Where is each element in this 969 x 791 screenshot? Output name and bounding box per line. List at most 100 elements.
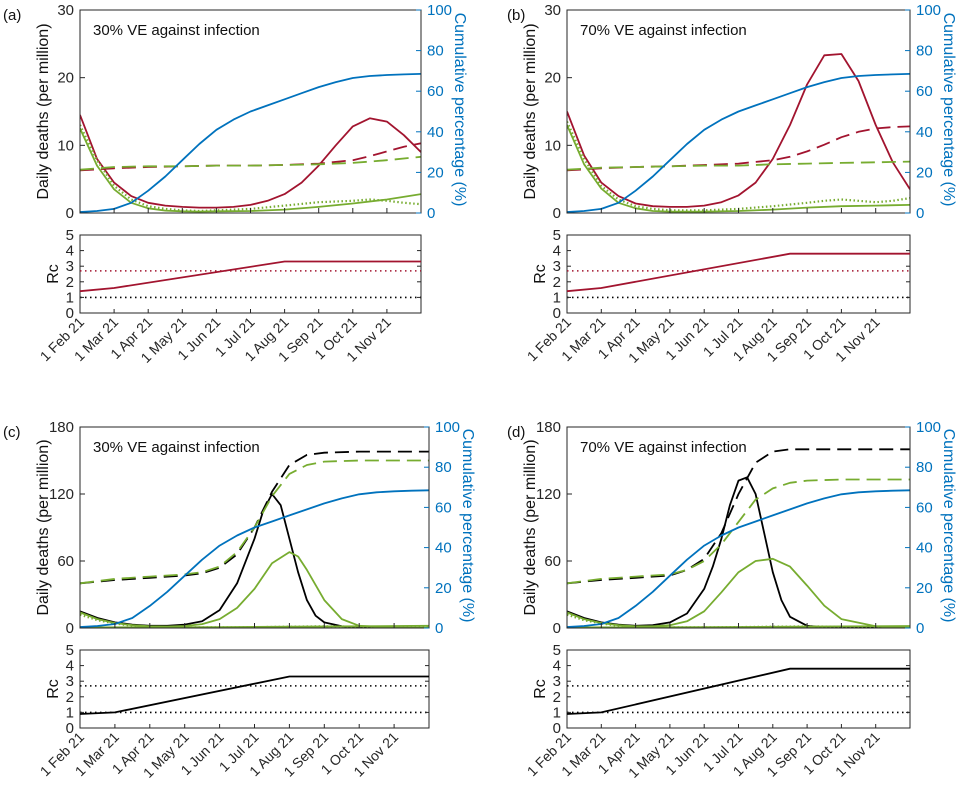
y-tick-label: 30: [544, 2, 561, 19]
rc-y-tick-label: 2: [553, 274, 561, 291]
rc-line: [79, 260, 421, 293]
rc-y-tick-label: 1: [553, 289, 561, 306]
panel-title: 70% VE against infection: [580, 439, 747, 456]
rc-axis-label: Rc: [532, 679, 549, 699]
y-tick-label: 10: [57, 137, 74, 154]
series-group: [80, 73, 421, 213]
rc-y-tick-label: 3: [66, 673, 74, 690]
y-tick-label: 20: [57, 70, 74, 87]
y-tick-label: 120: [49, 486, 74, 503]
y2-tick-label: 100: [916, 419, 941, 436]
y2-tick-label: 60: [427, 83, 444, 100]
rc-y-tick-label: 0: [553, 720, 561, 737]
y-axis-label: Daily deaths (per million): [35, 23, 52, 199]
rc-y-tick-label: 1: [66, 704, 74, 721]
series-line-red-solid: [80, 114, 421, 209]
rc-y-tick-label: 4: [66, 658, 74, 675]
series-line-green-dashed: [567, 160, 910, 171]
panel-label: (a): [3, 7, 21, 24]
series-line-blue-solid: [567, 489, 910, 628]
y2-tick-label: 80: [916, 459, 933, 476]
series-line-green-dotted: [80, 124, 421, 213]
y2-tick-label: 0: [916, 620, 924, 637]
y2-tick-label: 40: [435, 540, 452, 557]
y-tick-label: 180: [49, 419, 74, 436]
rc-frame: [79, 234, 422, 314]
rc-line: [566, 252, 910, 293]
rc-y-tick-label: 4: [553, 658, 561, 675]
y2-axis-label: Cumulative percentage (%): [459, 429, 476, 623]
rc-y-tick-label: 3: [66, 258, 74, 275]
rc-axis-label: Rc: [45, 264, 62, 284]
y2-tick-label: 20: [427, 164, 444, 181]
y2-tick-label: 80: [435, 459, 452, 476]
y-tick-label: 10: [544, 137, 561, 154]
y-tick-label: 180: [536, 419, 561, 436]
y2-tick-label: 0: [916, 205, 924, 222]
y-tick-label: 30: [57, 2, 74, 19]
series-line-blue-solid: [80, 73, 421, 213]
panel-label: (c): [3, 424, 21, 441]
rc-y-tick-label: 3: [553, 258, 561, 275]
y2-tick-label: 100: [916, 2, 941, 19]
series-line-green-dashed: [80, 459, 429, 585]
series-line-blue-solid: [567, 73, 910, 213]
series-line-black-solid: [80, 493, 429, 628]
panel-title: 30% VE against infection: [93, 439, 260, 456]
y2-axis-label: Cumulative percentage (%): [940, 429, 957, 623]
panel-label: (b): [507, 7, 525, 24]
rc-y-tick-label: 3: [553, 673, 561, 690]
rc-y-tick-label: 5: [66, 227, 74, 244]
series-line-black-solid: [567, 476, 910, 628]
y-axis-label: Daily deaths (per million): [522, 439, 539, 615]
y-tick-label: 0: [553, 205, 561, 222]
rc-frame: [79, 649, 430, 729]
y2-tick-label: 100: [427, 2, 452, 19]
y2-tick-label: 20: [916, 164, 933, 181]
rc-y-tick-label: 1: [66, 289, 74, 306]
series-line-green-dashed: [80, 155, 421, 171]
series-line-green-dashed: [567, 478, 910, 585]
rc-line: [566, 667, 910, 715]
y2-tick-label: 60: [916, 83, 933, 100]
series-group: [80, 450, 429, 628]
panel-label: (d): [507, 424, 525, 441]
y2-tick-label: 100: [435, 419, 460, 436]
y2-tick-label: 40: [427, 124, 444, 141]
rc-y-tick-label: 2: [66, 274, 74, 291]
y2-tick-label: 20: [435, 580, 452, 597]
panel-title: 70% VE against infection: [580, 22, 747, 39]
rc-frame: [566, 649, 911, 729]
y2-tick-label: 80: [916, 43, 933, 60]
y2-tick-label: 40: [916, 124, 933, 141]
y-tick-label: 120: [536, 486, 561, 503]
y2-tick-label: 80: [427, 43, 444, 60]
rc-y-tick-label: 0: [553, 305, 561, 322]
rc-y-tick-label: 0: [66, 305, 74, 322]
rc-y-tick-label: 4: [66, 243, 74, 260]
rc-axis-label: Rc: [532, 264, 549, 284]
y-tick-label: 0: [553, 620, 561, 637]
y2-axis-label: Cumulative percentage (%): [940, 13, 957, 207]
y-tick-label: 0: [66, 620, 74, 637]
y2-tick-label: 60: [916, 499, 933, 516]
rc-y-tick-label: 5: [66, 642, 74, 659]
rc-frame: [566, 234, 911, 314]
series-line-green-solid: [567, 124, 910, 213]
y-tick-label: 20: [544, 70, 561, 87]
rc-y-tick-label: 2: [553, 689, 561, 706]
series-line-black-dashed: [80, 450, 429, 585]
y2-tick-label: 20: [916, 580, 933, 597]
rc-axis-label: Rc: [45, 679, 62, 699]
series-line-red-solid: [567, 53, 910, 208]
y2-tick-label: 60: [435, 499, 452, 516]
y-tick-label: 60: [544, 553, 561, 570]
series-group: [567, 448, 910, 628]
y-tick-label: 0: [66, 205, 74, 222]
series-line-black-dashed: [567, 448, 910, 585]
